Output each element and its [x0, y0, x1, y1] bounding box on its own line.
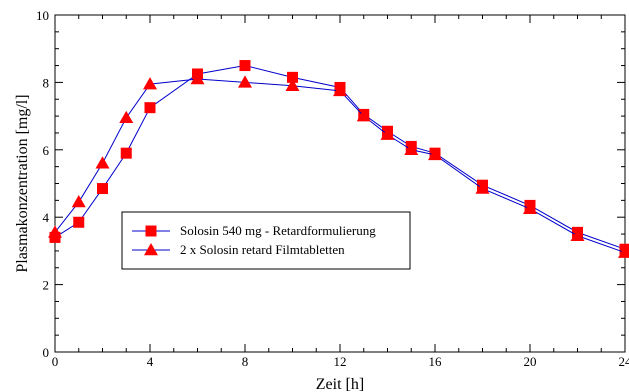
data-point-square — [239, 60, 251, 72]
data-point-square — [73, 216, 85, 228]
x-tick-label: 24 — [619, 354, 629, 369]
y-tick-label: 0 — [43, 345, 50, 360]
x-tick-label: 8 — [242, 354, 249, 369]
data-point-triangle — [48, 225, 62, 238]
data-point-triangle — [71, 195, 86, 208]
legend-box — [121, 211, 411, 270]
plot-frame — [54, 14, 626, 353]
data-point-triangle — [95, 156, 110, 169]
legend-item: Solosin 540 mg - Retardformulierung — [132, 223, 376, 238]
data-point-square — [287, 71, 298, 83]
x-tick-label: 16 — [429, 354, 443, 369]
y-tick-label: 8 — [43, 75, 50, 90]
data-point-square — [97, 183, 108, 195]
legend-label: 2 x Solosin retard Filmtabletten — [180, 242, 345, 257]
data-point-triangle — [618, 245, 629, 258]
y-tick-label: 10 — [36, 8, 49, 23]
y-tick-label: 2 — [43, 278, 50, 293]
legend: Solosin 540 mg - Retardformulierung 2 x S… — [121, 211, 411, 270]
data-point-triangle — [333, 83, 347, 97]
data-point-triangle — [404, 142, 419, 156]
data-point-triangle — [285, 78, 300, 92]
y-tick-label: 6 — [43, 143, 50, 158]
legend-label: Solosin 540 mg - Retardformulierung — [180, 223, 376, 238]
data-point-square — [120, 147, 132, 159]
data-point-triangle — [523, 201, 537, 215]
data-point-triangle — [570, 228, 585, 241]
y-tick-label: 4 — [43, 210, 50, 225]
data-point-triangle — [190, 72, 205, 85]
data-point-triangle — [380, 127, 395, 140]
data-point-triangle — [143, 77, 157, 90]
data-point-triangle — [119, 110, 134, 124]
x-tick-label: 12 — [334, 354, 347, 369]
series-2 — [48, 72, 629, 258]
series-layer — [48, 60, 629, 258]
y-axis-label: Plasmakonzentration [mg/l] — [14, 94, 31, 272]
data-point-triangle — [356, 109, 371, 122]
data-point-triangle — [238, 75, 252, 88]
legend-item: 2 x Solosin retard Filmtabletten — [132, 242, 345, 257]
data-point-triangle — [144, 243, 158, 256]
data-point-square — [145, 225, 157, 237]
x-tick-label: 20 — [524, 354, 537, 369]
x-tick-label: 0 — [52, 354, 59, 369]
x-axis-label: Zeit [h] — [316, 376, 364, 392]
x-tick-label: 4 — [147, 354, 154, 369]
data-point-square — [144, 102, 156, 114]
data-point-triangle — [475, 181, 490, 194]
data-point-triangle — [428, 147, 442, 161]
